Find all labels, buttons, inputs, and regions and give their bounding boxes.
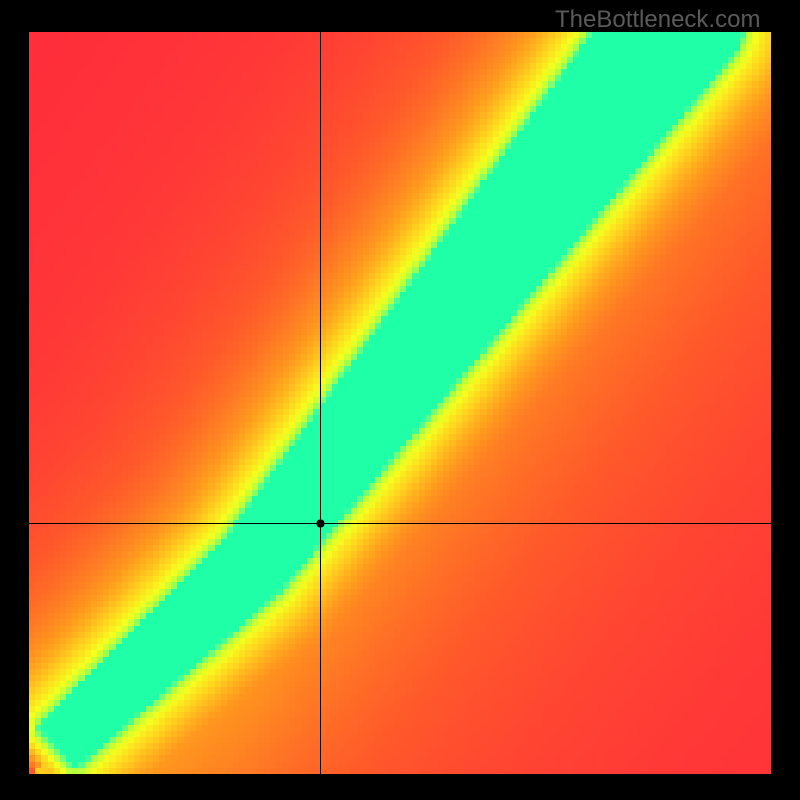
- bottleneck-heatmap: [29, 32, 771, 774]
- chart-container: TheBottleneck.com: [0, 0, 800, 800]
- watermark-text: TheBottleneck.com: [555, 6, 760, 34]
